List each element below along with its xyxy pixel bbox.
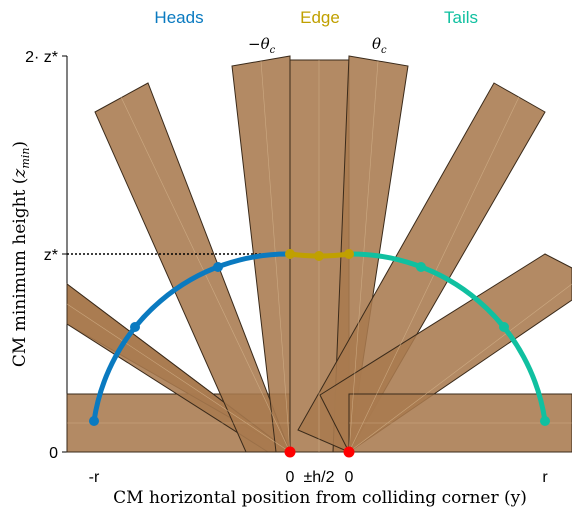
heads-point	[213, 262, 223, 272]
edge-points	[285, 249, 354, 261]
contact-point-left	[284, 446, 296, 458]
y-tick-label: 2· z*	[25, 49, 58, 66]
tails-point	[416, 262, 426, 272]
x-axis-label: CM horizontal position from colliding co…	[113, 488, 527, 508]
contact-point-right	[343, 446, 355, 458]
x-tick-label: r	[542, 469, 548, 486]
angle-label-neg: −θc	[248, 35, 276, 56]
edge-point	[285, 249, 295, 259]
tails-point	[499, 322, 509, 332]
tails-points	[416, 262, 550, 426]
edge-point	[344, 249, 354, 259]
heads-point	[89, 416, 99, 426]
heads-arc	[91, 251, 291, 422]
y-tick-label: z*	[44, 247, 58, 264]
legend-edge: Edge	[300, 8, 340, 27]
x-tick-label: 0	[286, 469, 295, 486]
heads-points	[89, 262, 223, 426]
edge-point	[314, 251, 324, 261]
box-centerlines	[66, 60, 572, 453]
x-tick-label: 0	[345, 469, 354, 486]
y-axis-label: CM minimum height (zmin)	[10, 141, 32, 367]
x-tick-label: -r	[89, 469, 100, 486]
angle-label-pos: θc	[372, 35, 387, 56]
x-tick-label: ±h/2	[303, 469, 334, 486]
y-tick-label: 0	[49, 445, 58, 462]
heads-point	[130, 322, 140, 332]
legend-heads: Heads	[154, 8, 203, 27]
tails-point	[540, 416, 550, 426]
legend-tails: Tails	[444, 8, 478, 27]
tails-arc	[348, 251, 548, 422]
